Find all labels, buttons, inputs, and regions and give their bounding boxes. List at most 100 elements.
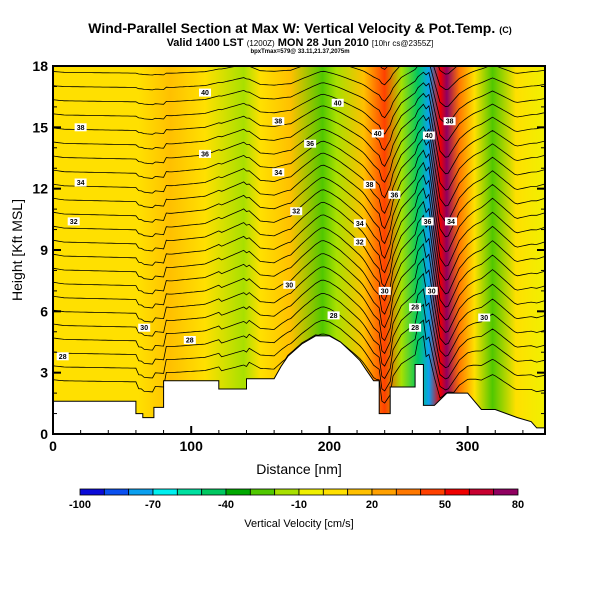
colorbar-swatch <box>103 488 130 496</box>
colorbar-swatch <box>420 488 446 496</box>
contour-label: 38 <box>443 117 456 126</box>
contour-label-bg <box>409 303 422 312</box>
contour-label-text: 30 <box>140 325 148 332</box>
contour-label-text: 36 <box>306 141 314 148</box>
contour-label: 32 <box>290 207 303 216</box>
contour-label-bg <box>272 117 285 126</box>
colorbar-swatch <box>493 488 519 496</box>
contour-label: 40 <box>199 88 211 97</box>
y-tick-label: 0 <box>40 426 48 442</box>
theta-contour-line <box>53 66 545 91</box>
y-axis-label: Height [Kft MSL] <box>9 199 25 301</box>
contour-label: 30 <box>378 286 391 295</box>
contour-label-text: 38 <box>446 119 454 126</box>
contour-label-bg <box>74 178 87 187</box>
theta-contour-line <box>53 71 545 125</box>
contour-label: 38 <box>74 123 87 132</box>
theta-contour-line <box>53 114 545 191</box>
colorbar-swatch <box>274 488 300 496</box>
x-tick-label: 300 <box>456 438 480 454</box>
theta-contour-line <box>53 187 545 281</box>
contour-label-bg <box>378 286 391 295</box>
contour-label-bg <box>478 313 491 322</box>
theta-contour-line <box>53 242 545 333</box>
subtitle-utc: (1200Z) <box>246 39 275 48</box>
contour-label-bg <box>425 286 438 295</box>
y-tick-label: 9 <box>40 242 48 258</box>
contour-label-text: 32 <box>70 219 78 226</box>
contour-label-bg <box>421 217 434 226</box>
y-tick-label: 15 <box>32 119 48 135</box>
contour-labels: 40 38 36 34 32 40 38 36 34 32 40 38 36 34 32 40 38 36 34 30… <box>56 88 491 361</box>
colorbar-swatch <box>128 488 154 496</box>
contour-label-text: 34 <box>274 170 282 177</box>
contour-label-bg <box>67 217 80 226</box>
colorbar-tick-label: 20 <box>366 499 378 511</box>
colorbar-label: Vertical Velocity [cm/s] <box>244 518 353 530</box>
contour-label-text: 36 <box>424 219 432 226</box>
contour-label: 34 <box>445 217 457 226</box>
contour-label-text: 38 <box>366 182 374 189</box>
contour-label: 30 <box>138 323 151 332</box>
contour-label: 28 <box>409 303 422 312</box>
contour-label: 28 <box>56 352 69 361</box>
colorbar-swatch <box>371 488 397 496</box>
contour-label-text: 40 <box>425 133 433 140</box>
contour-label-bg <box>445 217 457 226</box>
theta-contour-line <box>53 257 545 345</box>
contour-label-text: 30 <box>480 315 488 322</box>
colorbar-swatch <box>79 488 105 496</box>
colorbar-tick-label: -70 <box>145 499 161 511</box>
terrain-mask <box>53 335 545 434</box>
contour-label-bg <box>290 207 303 216</box>
contour-label-bg <box>304 139 317 148</box>
theta-contour-line <box>53 137 545 223</box>
colorbar-swatch <box>201 488 227 496</box>
chart-subtitle: Valid 1400 LST (1200Z) MON 28 Jun 2010 [… <box>0 37 600 49</box>
theta-contour-line <box>53 288 545 369</box>
theta-contour-line <box>53 92 545 158</box>
contour-label: 34 <box>74 178 87 187</box>
contour-label-bg <box>199 149 211 158</box>
contour-label: 34 <box>272 168 285 177</box>
colorbar: -100 -70 -40 -10 20 50 80 <box>69 488 524 511</box>
contour-label-text: 28 <box>186 338 194 345</box>
contour-label-text: 36 <box>201 151 209 158</box>
contour-label: 36 <box>388 190 401 199</box>
contour-label-bg <box>56 352 69 361</box>
contour-label: 40 <box>371 129 384 138</box>
theta-contour-line <box>53 303 545 380</box>
contour-label: 40 <box>331 98 344 107</box>
chart-title: Wind-Parallel Section at Max W: Vertical… <box>0 20 600 36</box>
contour-label-bg <box>443 117 456 126</box>
contour-label: 32 <box>67 217 80 226</box>
x-tick-label: 0 <box>49 438 57 454</box>
theta-contour-line <box>53 66 545 108</box>
contour-label-text: 28 <box>59 354 67 361</box>
contour-label-bg <box>371 129 384 138</box>
theta-contour-line <box>53 125 545 207</box>
contour-label-text: 36 <box>391 192 399 199</box>
chart-subsubtitle: bpxTmax=579@ 33.11,21.37,2075m <box>250 49 350 55</box>
theta-contour-line <box>53 82 545 142</box>
contour-label-text: 34 <box>447 219 455 226</box>
colorbar-swatch <box>395 488 422 496</box>
contour-label-text: 38 <box>77 125 85 132</box>
contour-label-bg <box>363 180 376 189</box>
y-tick-label: 18 <box>32 58 48 74</box>
contour-label: 28 <box>183 336 196 345</box>
theta-contour-line <box>53 319 545 392</box>
theta-contour-line <box>53 200 545 295</box>
contour-label: 36 <box>199 149 211 158</box>
contour-label-text: 28 <box>411 305 419 312</box>
contour-label-text: 34 <box>77 180 85 187</box>
contour-label-text: 38 <box>274 119 282 126</box>
contour-label: 36 <box>421 217 434 226</box>
colorbar-swatch <box>298 488 324 496</box>
colorbar-tick-label: 80 <box>512 499 524 511</box>
contour-label: 28 <box>409 323 422 332</box>
contour-label-text: 34 <box>356 221 364 228</box>
contour-label-text: 40 <box>334 100 342 107</box>
